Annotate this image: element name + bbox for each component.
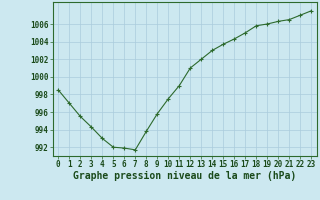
X-axis label: Graphe pression niveau de la mer (hPa): Graphe pression niveau de la mer (hPa) xyxy=(73,171,296,181)
